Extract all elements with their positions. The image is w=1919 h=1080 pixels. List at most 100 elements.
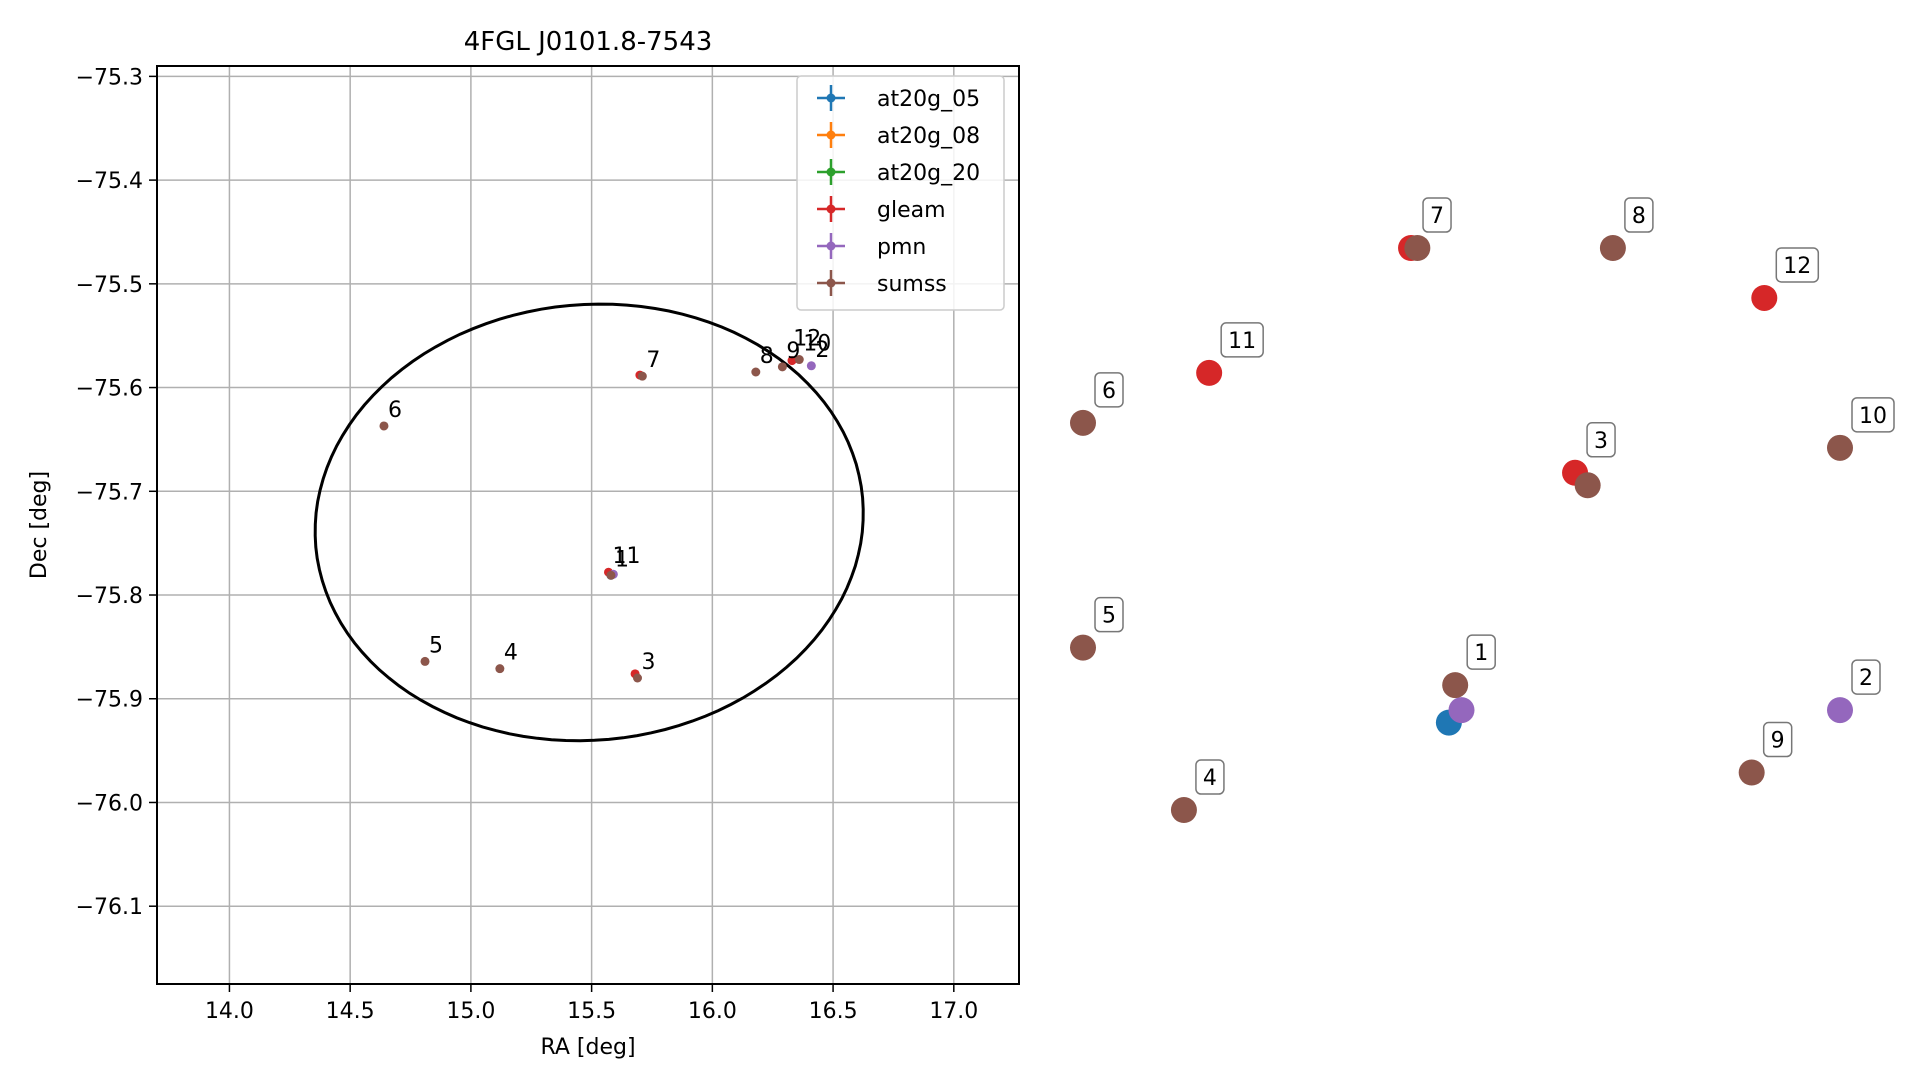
uncertainty-ellipse	[313, 302, 865, 743]
label-box	[1094, 372, 1124, 408]
point-label: 3	[641, 650, 655, 675]
right-chart: 3 7 11 12 2 1 4 5 6 8 9 10	[1070, 197, 1895, 823]
sumss-point	[751, 367, 761, 377]
sumss-marker	[1404, 235, 1431, 261]
marker-label: 12	[1783, 254, 1811, 279]
sumss-point	[606, 570, 616, 580]
legend-entry: gleam	[877, 198, 946, 223]
point-label: 9	[786, 339, 800, 364]
x-tick-label: 14.5	[326, 999, 375, 1024]
marker-label: 6	[1102, 379, 1116, 404]
y-tick-label: −75.7	[76, 480, 143, 505]
x-tick-label: 15.5	[567, 999, 616, 1024]
label-box	[1775, 247, 1820, 283]
sumss-point	[637, 371, 647, 381]
marker-label: 5	[1102, 604, 1116, 629]
point-label: 2	[815, 338, 829, 363]
label-box	[1586, 422, 1616, 458]
legend-entry: at20g_05	[877, 87, 980, 112]
sumss-marker	[1070, 634, 1096, 661]
label-box	[1851, 659, 1881, 695]
sumss-point	[379, 421, 389, 431]
legend-entry: at20g_08	[877, 124, 980, 149]
sumss-marker	[1827, 434, 1853, 461]
legend-marker-dot	[826, 167, 836, 177]
y-tick-label: −76.1	[76, 895, 143, 920]
x-ticks: 14.0 14.5 15.0 15.5 16.0 16.5 17.0	[205, 984, 978, 1024]
x-tick-label: 15.0	[446, 999, 495, 1024]
marker-label: 10	[1859, 404, 1887, 429]
marker-label: 2	[1859, 666, 1873, 691]
pmn-marker	[1827, 697, 1853, 724]
point-label: 11	[613, 544, 641, 569]
sumss-marker	[1070, 409, 1096, 436]
sumss-point	[420, 656, 430, 666]
marker-label: 3	[1594, 429, 1608, 454]
label-box	[1422, 197, 1452, 233]
legend-entry: sumss	[877, 272, 947, 297]
y-tick-label: −75.3	[76, 65, 143, 90]
point-label: 1	[615, 547, 629, 572]
marker-label: 1	[1474, 641, 1488, 666]
point-label: 4	[504, 641, 518, 666]
point-label: 10	[803, 332, 831, 357]
sumss-point	[632, 673, 642, 683]
right-points	[1070, 235, 1853, 823]
left-plot-frame	[156, 65, 1020, 985]
y-tick-label: −75.9	[76, 688, 143, 713]
sumss-point	[777, 362, 787, 372]
label-box	[1624, 197, 1654, 233]
point-label: 8	[760, 344, 774, 369]
legend-marker-dot	[826, 93, 836, 103]
y-ticks: −75.3 −75.4 −75.5 −75.6 −75.7 −75.8 −75.9 −76.0…	[76, 65, 157, 920]
legend-entry: pmn	[877, 235, 926, 260]
x-tick-label: 14.0	[205, 999, 254, 1024]
legend-box	[796, 75, 1005, 311]
marker-label: 8	[1632, 204, 1646, 229]
sumss-marker	[1442, 672, 1469, 699]
gleam-marker	[1751, 284, 1778, 311]
y-tick-label: −76.0	[76, 791, 143, 816]
marker-label: 4	[1203, 766, 1217, 791]
legend-marker-dot	[826, 241, 836, 251]
label-box	[1851, 397, 1895, 433]
sumss-marker	[1574, 472, 1601, 499]
point-label: 12	[793, 326, 821, 351]
legend-entry: at20g_20	[877, 161, 980, 186]
y-tick-label: −75.6	[76, 377, 143, 402]
label-box	[1094, 596, 1124, 633]
legend-marker-dot	[826, 278, 836, 288]
x-tick-label: 16.0	[688, 999, 737, 1024]
sumss-point	[495, 664, 505, 674]
pmn-marker	[1448, 697, 1475, 724]
x-tick-label: 16.5	[809, 999, 858, 1024]
y-tick-label: −75.5	[76, 273, 143, 298]
label-box	[1220, 322, 1264, 358]
label-box	[1466, 634, 1496, 670]
chart-title: 4FGL J0101.8-7543	[464, 27, 713, 57]
point-label: 7	[646, 348, 660, 373]
sumss-marker	[1738, 759, 1765, 786]
point-label: 6	[388, 398, 402, 423]
point-label: 5	[429, 633, 443, 658]
x-tick-label: 17.0	[929, 999, 978, 1024]
sumss-marker	[1599, 235, 1626, 261]
gleam-marker	[1196, 359, 1223, 386]
pmn-point	[806, 361, 816, 371]
legend-marker-dot	[826, 204, 836, 214]
sumss-marker	[1170, 797, 1197, 823]
legend-marker-dot	[826, 130, 836, 140]
label-box	[1195, 759, 1225, 795]
y-axis-label: Dec [deg]	[27, 471, 52, 579]
gleam-point	[787, 356, 797, 366]
marker-label: 11	[1228, 329, 1256, 354]
marker-label: 9	[1771, 729, 1785, 754]
sumss-point	[794, 355, 804, 365]
y-tick-label: −75.4	[76, 169, 143, 194]
label-box	[1762, 721, 1793, 758]
left-points	[379, 355, 816, 683]
